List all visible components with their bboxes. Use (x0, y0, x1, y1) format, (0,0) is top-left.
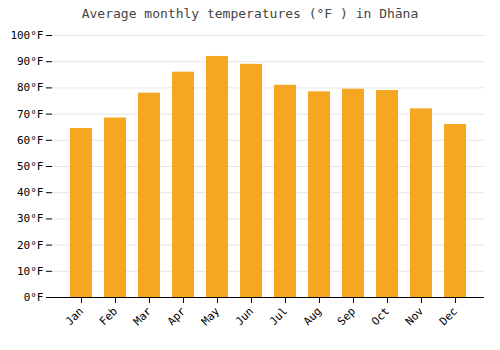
svg-text:70°F: 70°F (17, 108, 44, 121)
html-text:Average monthly temperatures (: Average monthly temperatures (°F ) in Dh… (81, 6, 419, 21)
svg-text:Sep: Sep (335, 305, 358, 328)
svg-text:100°F: 100°F (10, 29, 43, 42)
svg-text:30°F: 30°F (17, 212, 44, 225)
svg-text:Feb: Feb (97, 305, 120, 328)
svg-text:50°F: 50°F (17, 160, 44, 173)
svg-text:80°F: 80°F (17, 81, 44, 94)
svg-text:Jul: Jul (267, 305, 290, 328)
svg-text:40°F: 40°F (17, 186, 44, 199)
svg-text:60°F: 60°F (17, 134, 44, 147)
svg-text:0°F: 0°F (24, 291, 44, 304)
svg-text:Jan: Jan (63, 305, 86, 328)
svg-text:May: May (199, 304, 223, 328)
svg-text:20°F: 20°F (17, 239, 44, 252)
svg-text:Jun: Jun (233, 305, 256, 328)
svg-text:Nov: Nov (403, 304, 427, 328)
svg-text:Aug: Aug (301, 305, 324, 328)
svg-text:Apr: Apr (165, 304, 189, 328)
svg-text:90°F: 90°F (17, 55, 44, 68)
svg-text:10°F: 10°F (17, 265, 44, 278)
svg-text:Mar: Mar (131, 304, 155, 328)
svg-text:Oct: Oct (369, 305, 392, 328)
svg-text:Dec: Dec (437, 305, 460, 328)
